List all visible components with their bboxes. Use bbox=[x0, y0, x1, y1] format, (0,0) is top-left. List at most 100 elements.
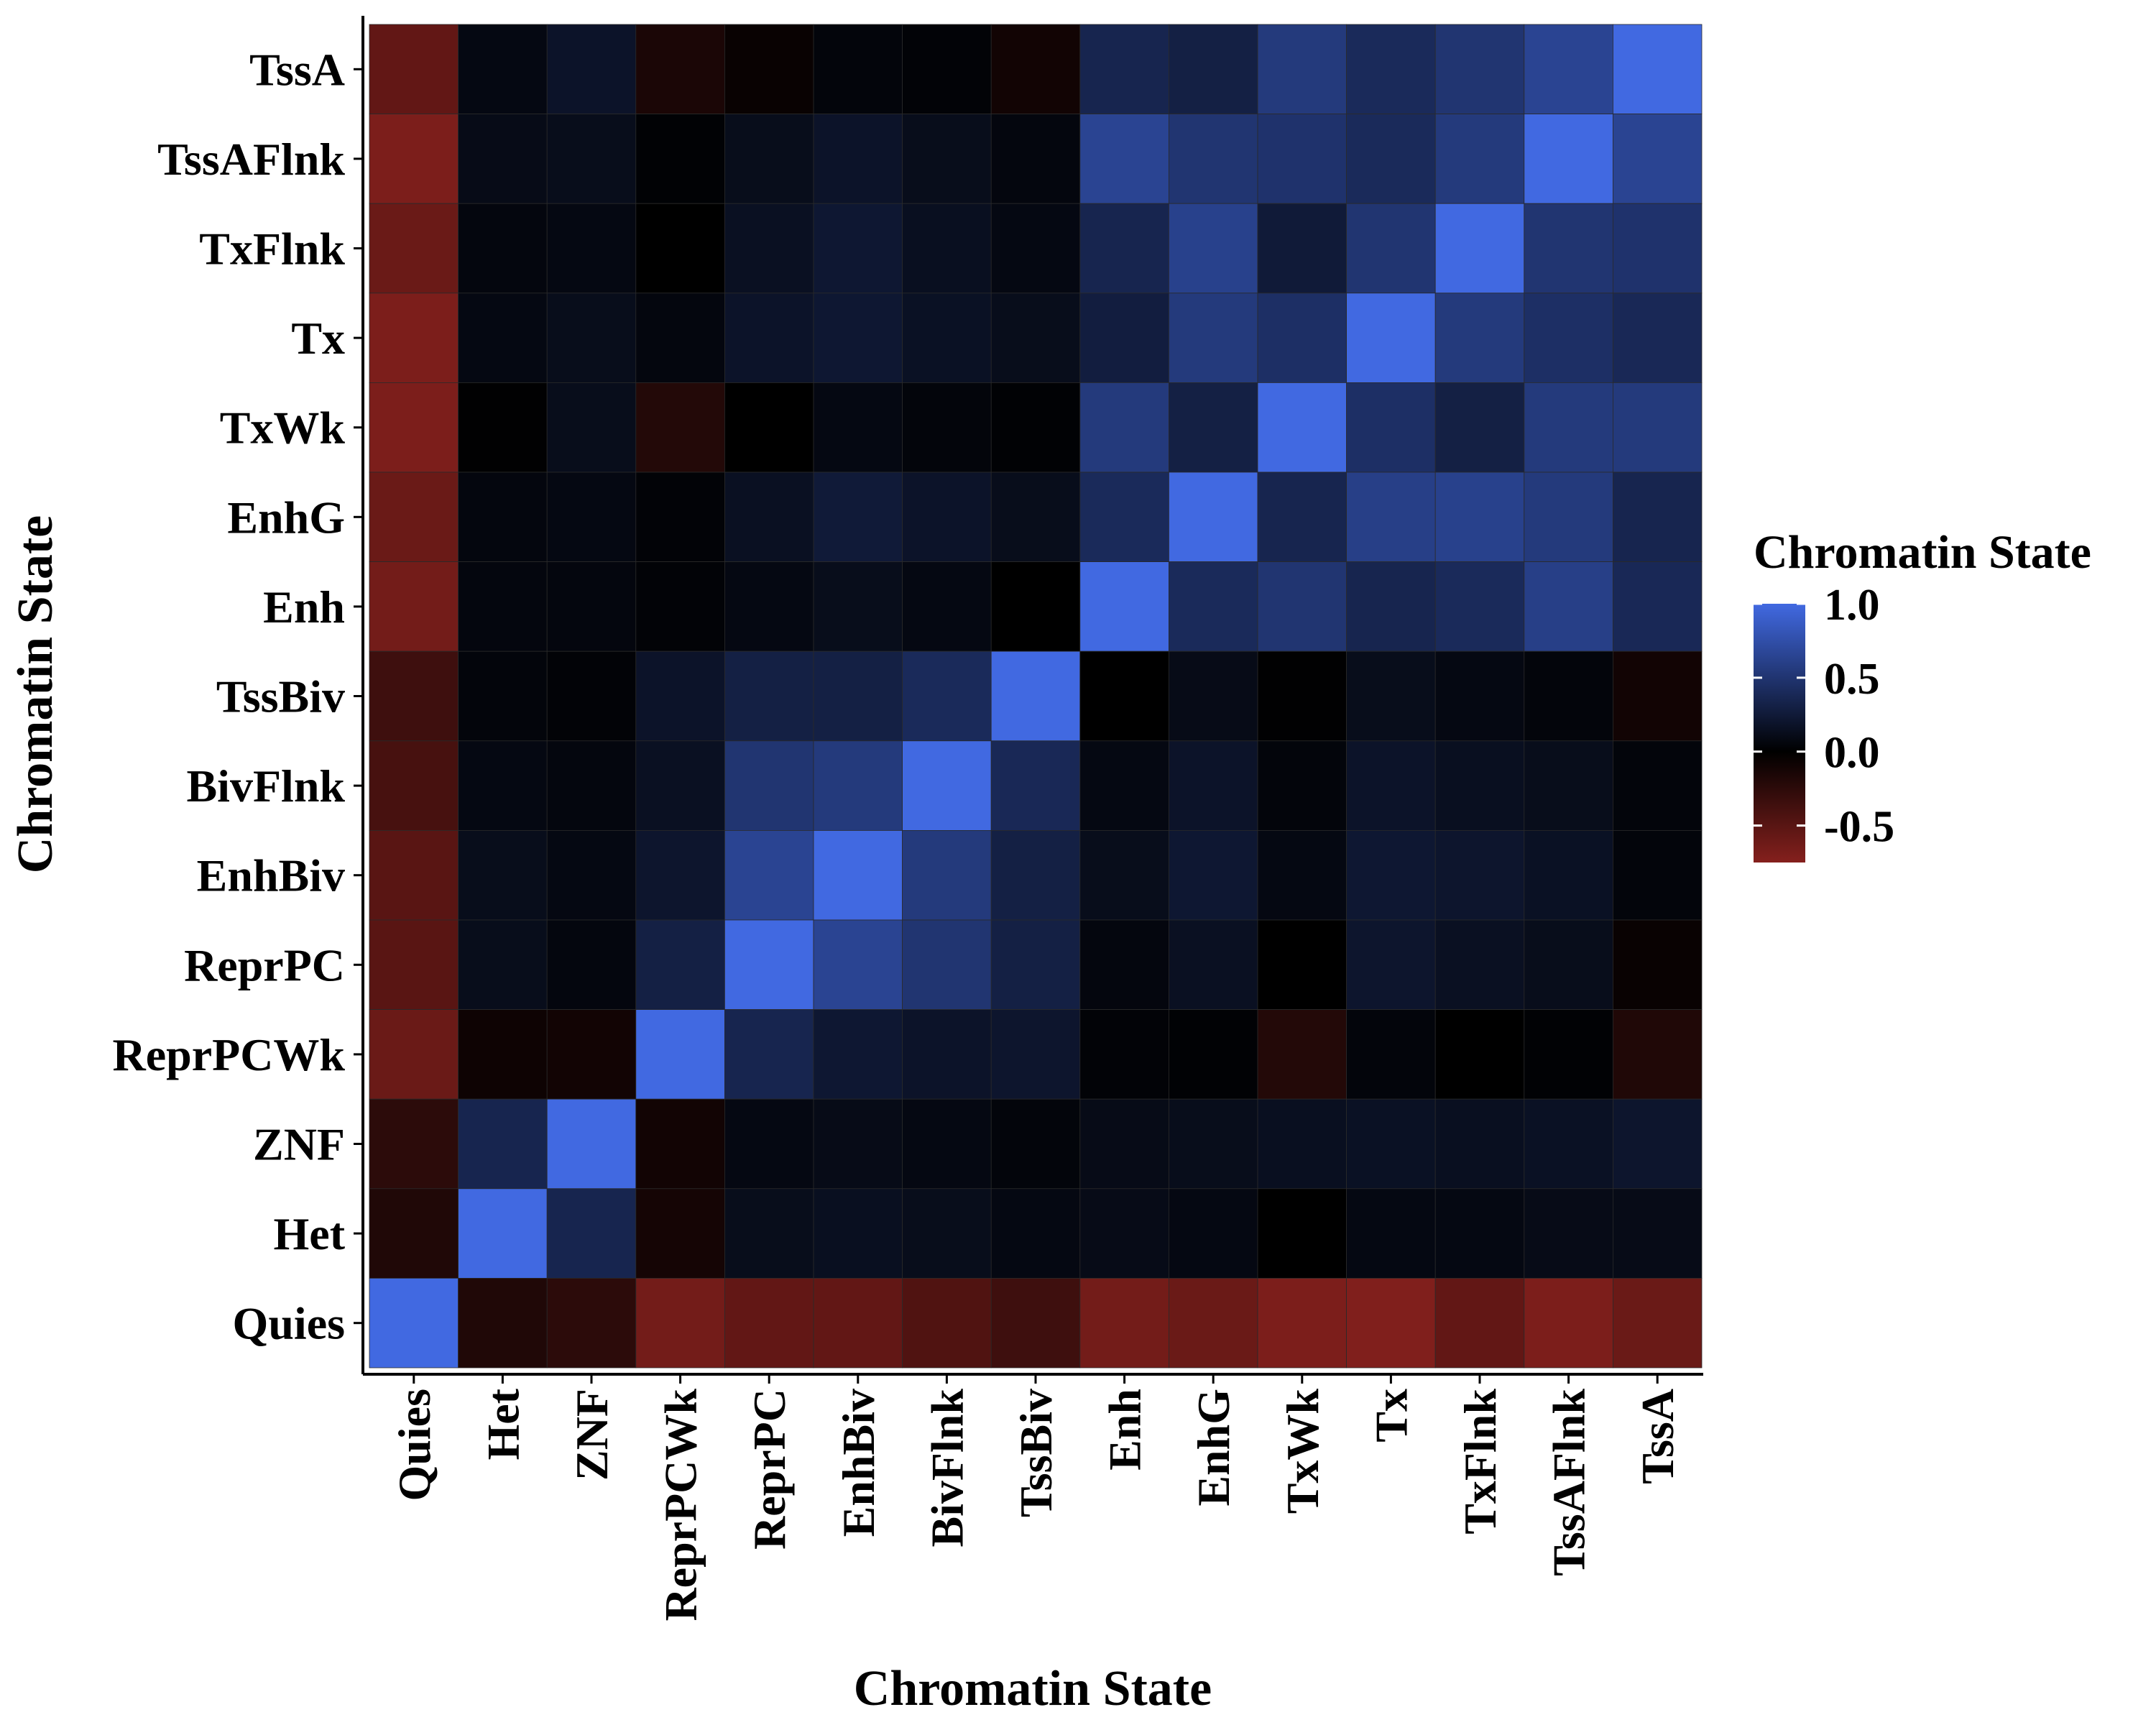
heatmap-cell bbox=[458, 1188, 548, 1279]
heatmap-cell bbox=[369, 114, 459, 204]
heatmap-cell bbox=[1079, 293, 1169, 383]
heatmap-cell bbox=[724, 472, 814, 562]
heatmap-cell bbox=[1079, 1009, 1169, 1100]
heatmap-cell bbox=[458, 561, 548, 652]
legend-title: Chromatin State bbox=[1754, 526, 2091, 579]
heatmap-cell bbox=[369, 382, 459, 473]
heatmap-cell bbox=[902, 650, 992, 742]
heatmap-cell bbox=[813, 561, 903, 652]
heatmap-cell bbox=[724, 919, 814, 1010]
y-tick-label: Het bbox=[274, 1208, 346, 1259]
heatmap-cell bbox=[1079, 740, 1169, 831]
heatmap-cell bbox=[813, 1188, 903, 1279]
heatmap-cell bbox=[1257, 1098, 1347, 1190]
y-tick-label: TssAFlnk bbox=[157, 134, 345, 185]
heatmap-cell bbox=[1434, 382, 1525, 473]
heatmap-cell bbox=[1434, 24, 1525, 114]
y-tick-labels: TssA TssAFlnk TxFlnk Tx TxWk EnhG Enh TssBiv Biv… bbox=[112, 44, 363, 1349]
heatmap-cell bbox=[1612, 293, 1703, 383]
heatmap-cell bbox=[1612, 1188, 1703, 1279]
heatmap-cell bbox=[635, 1009, 725, 1100]
heatmap-cells bbox=[369, 24, 1703, 1368]
x-tick-label: TssBiv bbox=[1010, 1389, 1061, 1517]
heatmap-cell bbox=[1169, 1188, 1258, 1279]
heatmap-cell bbox=[1079, 114, 1169, 204]
heatmap-cell bbox=[1346, 1188, 1436, 1279]
heatmap-cell bbox=[1169, 919, 1258, 1010]
heatmap-cell bbox=[635, 1188, 725, 1279]
heatmap-cell bbox=[1524, 1278, 1613, 1368]
heatmap-cell bbox=[724, 1009, 814, 1100]
heatmap-cell bbox=[458, 1098, 548, 1190]
heatmap-cell bbox=[813, 293, 903, 383]
heatmap-cell bbox=[369, 1278, 459, 1368]
heatmap-cell bbox=[1524, 382, 1613, 473]
heatmap-cell bbox=[635, 114, 725, 204]
x-tick-label: TssA bbox=[1632, 1389, 1683, 1484]
heatmap-cell bbox=[369, 740, 459, 831]
x-tick-label: ReprPCWk bbox=[655, 1389, 706, 1622]
heatmap-cell bbox=[458, 382, 548, 473]
heatmap-cell bbox=[458, 830, 548, 921]
heatmap-cell bbox=[1524, 293, 1613, 383]
heatmap-cell bbox=[1346, 740, 1436, 831]
heatmap-cell bbox=[1524, 472, 1613, 562]
heatmap-cell bbox=[1257, 919, 1347, 1010]
heatmap-cell bbox=[1612, 203, 1703, 294]
heatmap-cell bbox=[1612, 1098, 1703, 1190]
heatmap-cell bbox=[635, 561, 725, 652]
heatmap-cell bbox=[1079, 919, 1169, 1010]
heatmap-cell bbox=[1434, 293, 1525, 383]
y-tick-label: ReprPC bbox=[184, 939, 345, 990]
heatmap-cell bbox=[1169, 740, 1258, 831]
heatmap-cell bbox=[1434, 650, 1525, 742]
heatmap-cell bbox=[369, 472, 459, 562]
x-axis-title: Chromatin State bbox=[854, 1661, 1212, 1716]
heatmap-cell bbox=[990, 919, 1081, 1010]
heatmap-cell bbox=[546, 114, 637, 204]
heatmap-cell bbox=[724, 114, 814, 204]
heatmap-cell bbox=[1612, 561, 1703, 652]
heatmap-cell bbox=[724, 203, 814, 294]
heatmap-cell bbox=[1257, 740, 1347, 831]
heatmap-cell bbox=[1434, 1188, 1525, 1279]
heatmap-cell bbox=[369, 1188, 459, 1279]
heatmap-cell bbox=[1346, 24, 1436, 114]
y-tick-label: ReprPCWk bbox=[112, 1029, 345, 1080]
heatmap-cell bbox=[546, 740, 637, 831]
heatmap-cell bbox=[1346, 1009, 1436, 1100]
heatmap-cell bbox=[369, 650, 459, 742]
heatmap-cell bbox=[813, 830, 903, 921]
heatmap-cell bbox=[1257, 561, 1347, 652]
heatmap-cell bbox=[1346, 1098, 1436, 1190]
heatmap-cell bbox=[1169, 1009, 1258, 1100]
heatmap-cell bbox=[546, 830, 637, 921]
heatmap-cell bbox=[990, 1098, 1081, 1190]
heatmap-cell bbox=[1434, 114, 1525, 204]
heatmap-cell bbox=[1169, 1098, 1258, 1190]
heatmap-cell bbox=[1169, 830, 1258, 921]
heatmap-cell bbox=[1524, 650, 1613, 742]
heatmap-cell bbox=[1524, 561, 1613, 652]
y-tick-label: TssA bbox=[249, 44, 345, 95]
heatmap-cell bbox=[724, 740, 814, 831]
heatmap-cell bbox=[902, 1278, 992, 1368]
heatmap-cell bbox=[1434, 561, 1525, 652]
heatmap-cell bbox=[902, 293, 992, 383]
heatmap-cell bbox=[546, 919, 637, 1010]
x-tick-label: Enh bbox=[1100, 1389, 1151, 1471]
heatmap-cell bbox=[1434, 830, 1525, 921]
heatmap-cell bbox=[1434, 1278, 1525, 1368]
heatmap-cell bbox=[1612, 740, 1703, 831]
x-tick-label: TssAFlnk bbox=[1544, 1389, 1595, 1576]
y-tick-label: Enh bbox=[263, 581, 345, 632]
heatmap-cell bbox=[724, 293, 814, 383]
heatmap-cell bbox=[458, 203, 548, 294]
heatmap-cell bbox=[369, 24, 459, 114]
heatmap-cell bbox=[1257, 24, 1347, 114]
heatmap-cell bbox=[902, 24, 992, 114]
heatmap-cell bbox=[813, 1009, 903, 1100]
heatmap-cell bbox=[635, 650, 725, 742]
heatmap-cell bbox=[1612, 114, 1703, 204]
heatmap-cell bbox=[1257, 382, 1347, 473]
